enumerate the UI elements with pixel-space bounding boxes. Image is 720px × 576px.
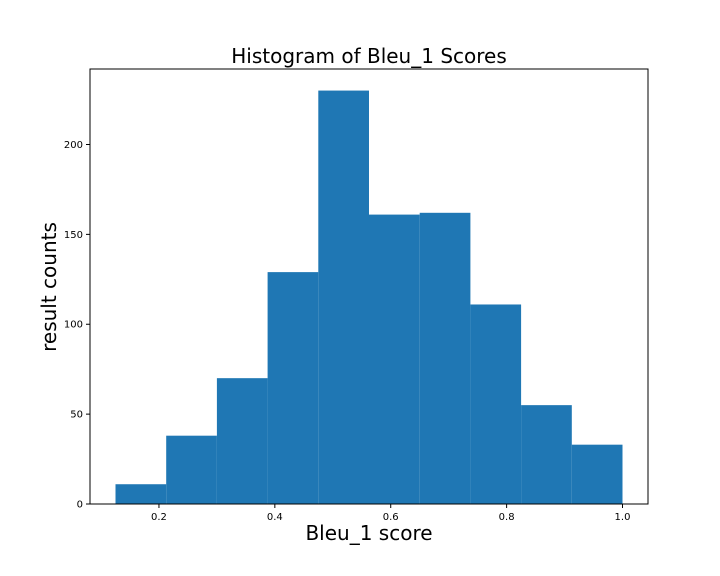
- x-tick-label: 0.2: [151, 512, 167, 523]
- x-tick-label: 0.8: [499, 512, 515, 523]
- x-axis-label: Bleu_1 score: [305, 521, 432, 545]
- histogram-bar-4: [267, 272, 319, 504]
- x-tick-label: 1.0: [615, 512, 631, 523]
- y-axis-ticks: 0 50 100 150 200: [64, 140, 90, 511]
- histogram-bar-1: [115, 484, 167, 504]
- x-tick-label: 0.6: [383, 512, 399, 523]
- y-tick-label: 50: [70, 410, 83, 421]
- y-axis-label: result counts: [37, 222, 61, 352]
- histogram-bar-3: [216, 378, 268, 504]
- bars-group: [115, 90, 623, 505]
- y-tick-label: 100: [64, 320, 83, 331]
- y-tick-label: 150: [64, 230, 83, 241]
- x-axis-ticks: 0.2 0.4 0.6 0.8 1.0: [151, 504, 630, 523]
- histogram-bar-6: [369, 214, 420, 504]
- histogram-bar-5: [318, 90, 369, 504]
- histogram-bar-10: [571, 444, 623, 504]
- chart-title: Histogram of Bleu_1 Scores: [231, 44, 507, 68]
- y-tick-label: 0: [77, 500, 83, 511]
- y-tick-label: 200: [64, 140, 83, 151]
- x-tick-label: 0.4: [267, 512, 283, 523]
- histogram-bar-9: [521, 405, 572, 504]
- histogram-bar-2: [166, 435, 217, 504]
- histogram-bar-7: [419, 212, 471, 505]
- histogram-bar-8: [470, 304, 522, 504]
- plot-frame: [89, 68, 649, 505]
